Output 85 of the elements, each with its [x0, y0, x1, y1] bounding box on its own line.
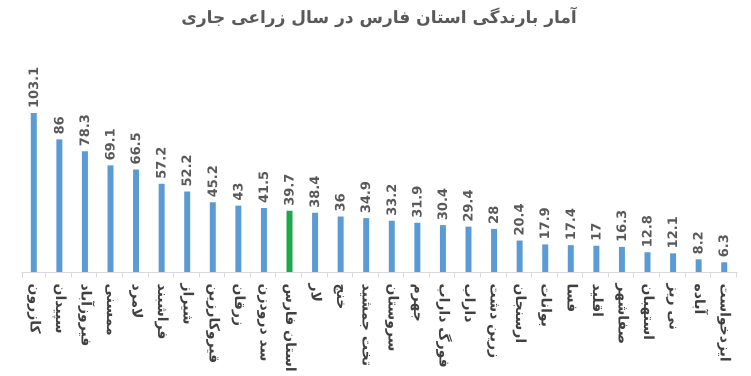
bar [618, 246, 625, 272]
chart-title: آمار بارندگی استان فارس در سال زراعی جاری [181, 6, 578, 28]
data-label: 8.2 [692, 231, 707, 254]
x-tick-label: قیروکارزین [205, 284, 222, 364]
bar [133, 169, 140, 272]
x-tick-label: فراشبند [154, 284, 170, 340]
data-label: 57.2 [154, 146, 170, 179]
data-label: 69.1 [104, 128, 118, 160]
x-tick-label: آباده [691, 284, 710, 316]
bar [286, 210, 292, 272]
data-label: 86 [52, 116, 68, 134]
bar [82, 151, 88, 272]
x-tick-label: استهبان [640, 284, 656, 340]
data-label: 103.1 [26, 66, 42, 108]
x-tick-label: جهرم [410, 284, 426, 322]
data-label: 31.9 [410, 186, 426, 218]
bar [696, 259, 702, 272]
data-label: 39.7 [282, 174, 298, 206]
bar [414, 222, 420, 272]
x-tick-label: نی ریز [666, 282, 682, 330]
x-tick-label: زرین دشت [486, 284, 503, 358]
x-tick-label: ایزدخواست [716, 284, 733, 362]
bar [158, 184, 165, 272]
x-tick-label: سروستان [384, 284, 400, 352]
data-label: 17.9 [538, 207, 554, 240]
x-tick-label: اقلید [588, 284, 605, 317]
bar [388, 220, 395, 272]
bar [338, 216, 344, 272]
bar [108, 165, 114, 272]
x-tick-label: زرقان [230, 284, 247, 326]
x-tick-label: شیراز [180, 282, 196, 325]
bar [210, 202, 216, 272]
bar [466, 226, 472, 272]
x-tick-label: سپیدان [52, 284, 68, 334]
bar [56, 139, 62, 272]
x-tick-label: تخت جمشید [358, 284, 375, 366]
data-label: 34.9 [359, 181, 374, 214]
data-label: 29.4 [462, 190, 476, 222]
x-tick-label: لامرد [128, 284, 145, 318]
data-label: 45.2 [206, 165, 221, 198]
bar [644, 252, 650, 272]
bar [516, 240, 523, 272]
x-tick-label: ارسنجان [512, 284, 528, 344]
x-tick-label: سد درودزن [256, 284, 272, 362]
data-label: 12.8 [640, 215, 656, 248]
bar [363, 218, 370, 272]
data-label: 17.4 [564, 208, 579, 240]
data-label: 6.3 [717, 234, 732, 258]
bar [670, 253, 676, 272]
data-label: 78.3 [78, 114, 93, 146]
bar [235, 206, 242, 272]
data-label: 52.2 [180, 154, 196, 186]
x-tick-label: داراب [461, 284, 477, 322]
x-tick-label: فسا [563, 284, 580, 312]
data-label: 28 [487, 206, 502, 224]
data-label: 16.3 [614, 210, 630, 242]
x-tick-label: لار [308, 282, 324, 302]
x-tick-label: خنج [333, 284, 350, 310]
data-label: 41.5 [256, 170, 272, 203]
data-label: 33.2 [384, 184, 400, 216]
bar [568, 245, 574, 272]
x-tick-label: کازرون [26, 284, 42, 335]
x-tick-label: فورگ داراب [435, 284, 452, 368]
data-label: 43 [231, 182, 246, 201]
bar [312, 212, 318, 272]
bar [30, 113, 37, 272]
bar [721, 262, 728, 272]
bar [593, 246, 600, 272]
data-label: 12.1 [666, 216, 682, 248]
bar [491, 228, 498, 272]
x-tick-label: بوانات [538, 284, 554, 327]
bar [440, 225, 446, 272]
x-tick-label: فیروزآباد [77, 284, 96, 346]
data-label: 20.4 [512, 203, 528, 236]
bar [260, 208, 267, 272]
data-label: 30.4 [436, 188, 451, 220]
bar [184, 192, 190, 272]
data-label: 66.5 [129, 132, 144, 164]
x-tick-label: صفاشهر [614, 282, 630, 344]
bar [542, 244, 548, 272]
data-label: 36 [334, 193, 349, 212]
data-label: 38.4 [308, 176, 324, 208]
x-tick-label: استان فارس [282, 284, 298, 372]
x-tick-label: ممسنی [103, 284, 119, 336]
data-label: 17 [589, 222, 604, 241]
